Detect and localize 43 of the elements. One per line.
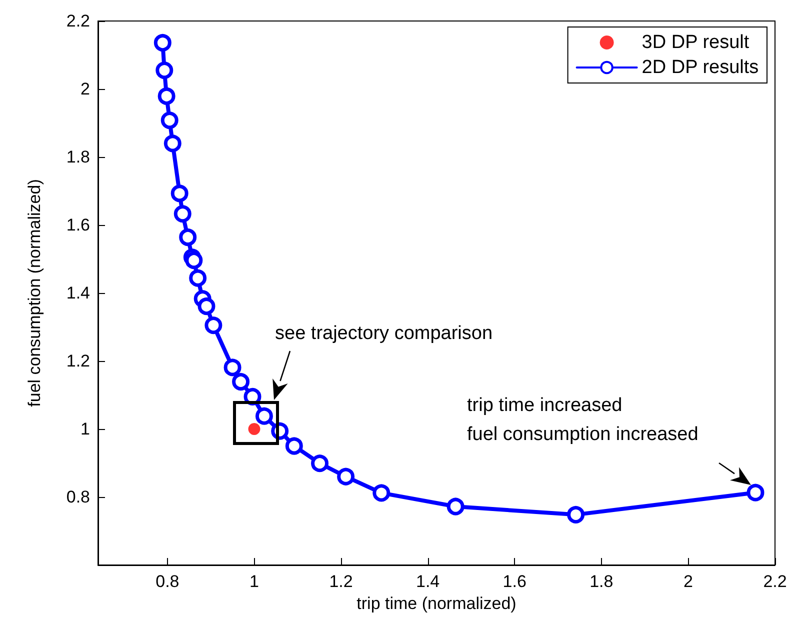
y-tick-label: 1.2 — [66, 352, 90, 370]
point — [224, 358, 242, 376]
point — [164, 134, 182, 152]
point — [160, 112, 178, 130]
y-tick-label: 1 — [80, 420, 90, 438]
point — [372, 484, 390, 502]
point — [185, 252, 203, 270]
x-tick-label: 2.2 — [763, 572, 787, 591]
point — [158, 87, 176, 105]
point — [567, 506, 585, 524]
point — [154, 34, 172, 52]
x-tick-label: 1.8 — [590, 572, 614, 591]
point — [174, 205, 192, 223]
x-tick-label: 1.4 — [416, 572, 440, 591]
point — [311, 454, 329, 472]
legend-label: 3D DP result — [642, 32, 750, 53]
annotation: see trajectory comparison — [275, 322, 493, 346]
y-tick-label: 1.4 — [66, 284, 90, 302]
x-tick-label: 0.8 — [156, 572, 180, 591]
y-tick-label: 2.2 — [66, 12, 90, 30]
x-tick-label: 1.6 — [502, 572, 526, 591]
x-tick-label: 2 — [683, 572, 693, 591]
y-tick-label: 2 — [80, 80, 90, 98]
point — [170, 184, 188, 202]
point — [285, 437, 303, 455]
y-tick-label: 0.8 — [66, 488, 90, 506]
x-tick-label: 1 — [249, 572, 259, 591]
y-axis-title: fuel consumption (normalized) — [25, 179, 44, 407]
point — [232, 372, 250, 390]
point — [746, 484, 764, 502]
legend-label: 2D DP results — [642, 57, 759, 78]
point — [156, 62, 174, 80]
point — [446, 498, 464, 516]
point — [337, 468, 355, 486]
y-tick-label: 1.6 — [66, 216, 90, 234]
point — [189, 269, 207, 287]
x-axis-title: trip time (normalized) — [356, 594, 516, 613]
point — [198, 298, 216, 316]
x-tick-label: 1.2 — [329, 572, 353, 591]
point — [204, 316, 222, 334]
annotation: trip time increased fuel consumption increased — [467, 394, 698, 447]
point — [179, 228, 197, 246]
y-tick-label: 1.8 — [66, 148, 90, 166]
